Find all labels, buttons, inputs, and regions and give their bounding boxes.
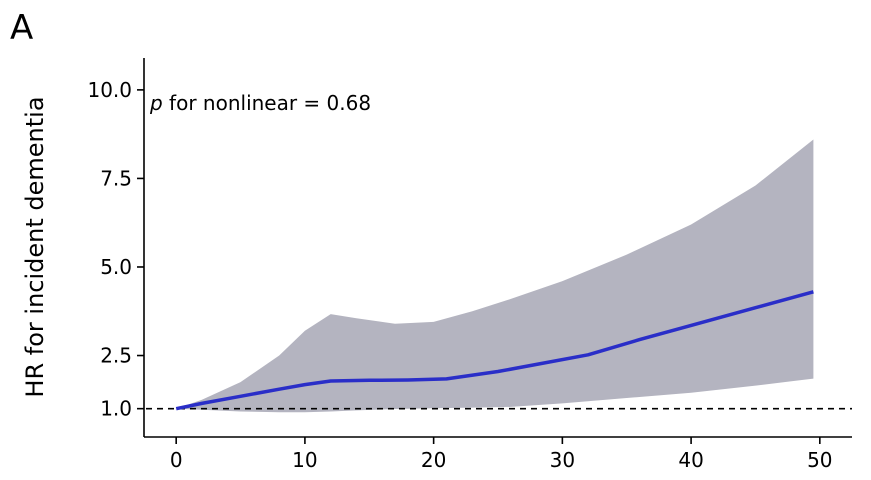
confidence-band-layer bbox=[176, 139, 814, 413]
annotation-text: for nonlinear = 0.68 bbox=[163, 91, 371, 115]
y-tick-label: 2.5 bbox=[100, 344, 132, 368]
x-tick-label: 30 bbox=[550, 448, 575, 472]
axes-layer: 0 10 20 30 40 50 1.0 2.5 5.0 7.5 10.0 bbox=[87, 58, 852, 472]
x-tick-label: 20 bbox=[421, 448, 446, 472]
annotation-italic-p: p bbox=[149, 91, 163, 115]
y-tick-label: 10.0 bbox=[87, 78, 132, 102]
x-tick-label: 50 bbox=[807, 448, 832, 472]
confidence-band bbox=[176, 139, 814, 413]
x-tick-label: 10 bbox=[292, 448, 317, 472]
y-axis-label: HR for incident dementia bbox=[21, 96, 49, 397]
x-tick-label: 0 bbox=[170, 448, 183, 472]
hr-line-layer bbox=[175, 290, 814, 411]
x-tick-label: 40 bbox=[678, 448, 703, 472]
nonlinear-p-annotation: p for nonlinear = 0.68 bbox=[149, 91, 371, 115]
y-tick-label: 7.5 bbox=[100, 166, 132, 190]
y-tick-label: 5.0 bbox=[100, 255, 132, 279]
panel-letter: A bbox=[10, 8, 34, 48]
y-tick-label: 1.0 bbox=[100, 397, 132, 421]
hr-line bbox=[175, 290, 814, 411]
